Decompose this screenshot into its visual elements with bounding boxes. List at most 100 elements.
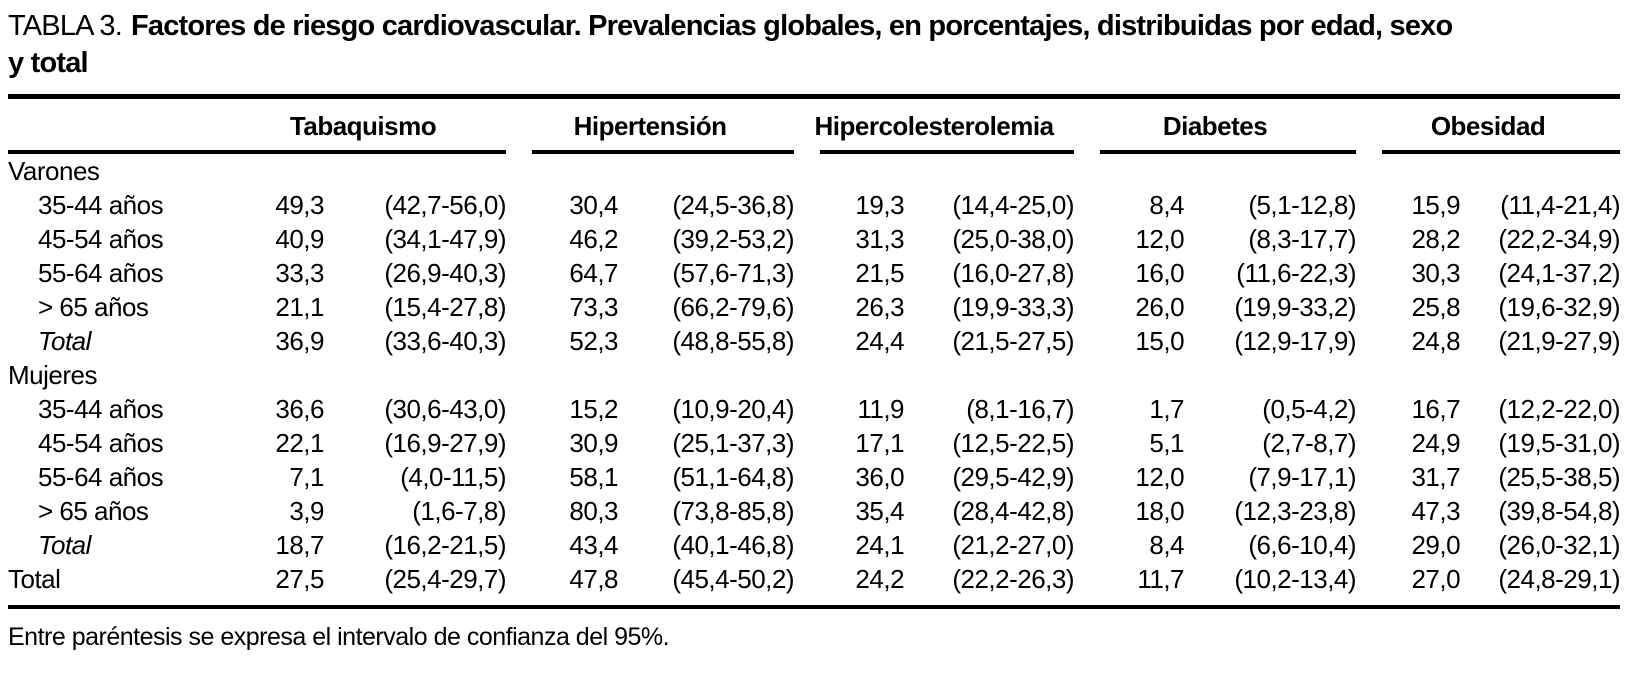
value-cell: 16,7: [1411, 393, 1461, 424]
value-cell: [1074, 358, 1184, 392]
table-number: TABLA 3.: [8, 10, 123, 42]
bottom-rule: [8, 605, 1620, 609]
value-cell: 64,7: [569, 257, 619, 288]
ci-cell: [324, 154, 506, 188]
value-cell: 5,1: [1149, 427, 1185, 458]
value-cell: 1,7: [1149, 393, 1185, 424]
ci-cell: (25,5-38,5): [1498, 461, 1621, 492]
value-cell: 12,0: [1135, 461, 1185, 492]
col-header-obesidad: Obesidad: [1356, 99, 1621, 154]
section-label: Mujeres: [8, 359, 97, 390]
ci-cell: (42,7-56,0): [384, 189, 507, 220]
ci-cell: (51,1-64,8): [672, 461, 795, 492]
row-label: 45-54 años: [38, 223, 164, 254]
value-cell: 7,1: [289, 461, 324, 492]
value-cell: 80,3: [569, 495, 619, 526]
ci-cell: (24,1-37,2): [1498, 257, 1621, 288]
ci-cell: (11,4-21,4): [1500, 189, 1621, 220]
table-row: Total 27,5 (25,4-29,7) 47,8 (45,4-50,2) 24,2 (…: [8, 562, 1621, 596]
value-cell: [1356, 154, 1460, 188]
value-cell: 18,7: [275, 529, 324, 560]
ci-cell: (24,8-29,1): [1498, 563, 1621, 594]
value-cell: 47,8: [569, 563, 619, 594]
ci-cell: (11,6-22,3): [1236, 257, 1357, 288]
value-cell: 27,0: [1411, 563, 1461, 594]
value-cell: 26,0: [1135, 291, 1185, 322]
ci-cell: (39,2-53,2): [672, 223, 795, 254]
value-cell: [794, 154, 904, 188]
value-cell: 16,0: [1135, 257, 1185, 288]
top-rule: [8, 94, 1620, 99]
ci-cell: (19,9-33,3): [952, 291, 1075, 322]
footnote: Entre paréntesis se expresa el intervalo…: [8, 623, 670, 651]
ci-cell: (4,0-11,5): [400, 461, 507, 492]
table-row: Total 36,9 (33,6-40,3) 52,3 (48,8-55,8) 24,4 (…: [8, 324, 1621, 358]
value-cell: 18,0: [1135, 495, 1185, 526]
value-cell: 36,0: [855, 461, 905, 492]
ci-cell: (34,1-47,9): [384, 223, 507, 254]
ci-cell: (12,5-22,5): [952, 427, 1075, 458]
table-title: TABLA 3. Factores de riesgo cardiovascula…: [8, 8, 1620, 82]
table-title-line2: y total: [8, 47, 89, 79]
ci-cell: (40,1-46,8): [672, 529, 795, 560]
value-cell: [506, 154, 618, 188]
row-label: > 65 años: [38, 495, 149, 526]
value-cell: 17,1: [855, 427, 905, 458]
value-cell: 31,7: [1411, 461, 1461, 492]
value-cell: 46,2: [569, 223, 619, 254]
ci-cell: (8,3-17,7): [1248, 223, 1357, 254]
ci-cell: (24,5-36,8): [672, 189, 795, 220]
table-row: 45-54 años 40,9 (34,1-47,9) 46,2 (39,2-53,2)…: [8, 222, 1621, 256]
row-label: 45-54 años: [38, 427, 164, 458]
ci-cell: (8,1-16,7): [966, 393, 1075, 424]
ci-cell: [618, 154, 794, 188]
value-cell: 30,4: [569, 189, 619, 220]
ci-cell: (30,6-43,0): [384, 393, 507, 424]
table-body: Varones 35-44 años 49,3 (42,7-56,0) 30,4 (24,…: [8, 154, 1621, 596]
ci-cell: (19,5-31,0): [1498, 427, 1621, 458]
ci-cell: (16,9-27,9): [384, 427, 507, 458]
ci-cell: [1184, 154, 1356, 188]
row-label: Total: [38, 529, 91, 560]
row-label: 55-64 años: [38, 257, 164, 288]
header-row: Tabaquismo Hipertensión Hipercolesterole…: [8, 99, 1621, 154]
ci-cell: [1460, 154, 1620, 188]
ci-cell: (66,2-79,6): [672, 291, 795, 322]
ci-cell: (10,2-13,4): [1234, 563, 1357, 594]
table-title-line1: Factores de riesgo cardiovascular. Preva…: [130, 10, 1453, 42]
ci-cell: [618, 358, 794, 392]
value-cell: 12,0: [1135, 223, 1185, 254]
ci-cell: (0,5-4,2): [1262, 393, 1357, 424]
ci-cell: (45,4-50,2): [672, 563, 795, 594]
ci-cell: (10,9-20,4): [672, 393, 795, 424]
ci-cell: (12,9-17,9): [1234, 325, 1357, 356]
ci-cell: (21,9-27,9): [1498, 325, 1621, 356]
ci-cell: (16,0-27,8): [952, 257, 1075, 288]
col-header-hipertension: Hipertensión: [506, 99, 795, 154]
ci-cell: (29,5-42,9): [952, 461, 1075, 492]
value-cell: 24,9: [1411, 427, 1461, 458]
ci-cell: (19,6-32,9): [1498, 291, 1621, 322]
value-cell: 31,3: [855, 223, 905, 254]
value-cell: 47,3: [1411, 495, 1461, 526]
value-cell: 25,8: [1411, 291, 1461, 322]
value-cell: 8,4: [1149, 189, 1185, 220]
article-table-page: TABLA 3. Factores de riesgo cardiovascula…: [8, 8, 1621, 651]
ci-cell: (14,4-25,0): [952, 189, 1075, 220]
value-cell: [794, 358, 904, 392]
value-cell: 11,7: [1137, 563, 1185, 594]
value-cell: 43,4: [569, 529, 619, 560]
row-label: 35-44 años: [38, 393, 164, 424]
prevalence-table: Tabaquismo Hipertensión Hipercolesterole…: [8, 99, 1621, 596]
ci-cell: (28,4-42,8): [952, 495, 1075, 526]
table-row: 55-64 años 7,1 (4,0-11,5) 58,1 (51,1-64,8) 36…: [8, 460, 1621, 494]
ci-cell: (26,0-32,1): [1498, 529, 1621, 560]
value-cell: 49,3: [275, 189, 324, 220]
section-row: Mujeres: [8, 358, 1620, 392]
ci-cell: (25,0-38,0): [952, 223, 1075, 254]
ci-cell: (26,9-40,3): [384, 257, 507, 288]
ci-cell: (16,2-21,5): [384, 529, 507, 560]
ci-cell: (25,1-37,3): [672, 427, 795, 458]
value-cell: 22,1: [275, 427, 324, 458]
value-cell: 27,5: [275, 563, 324, 594]
